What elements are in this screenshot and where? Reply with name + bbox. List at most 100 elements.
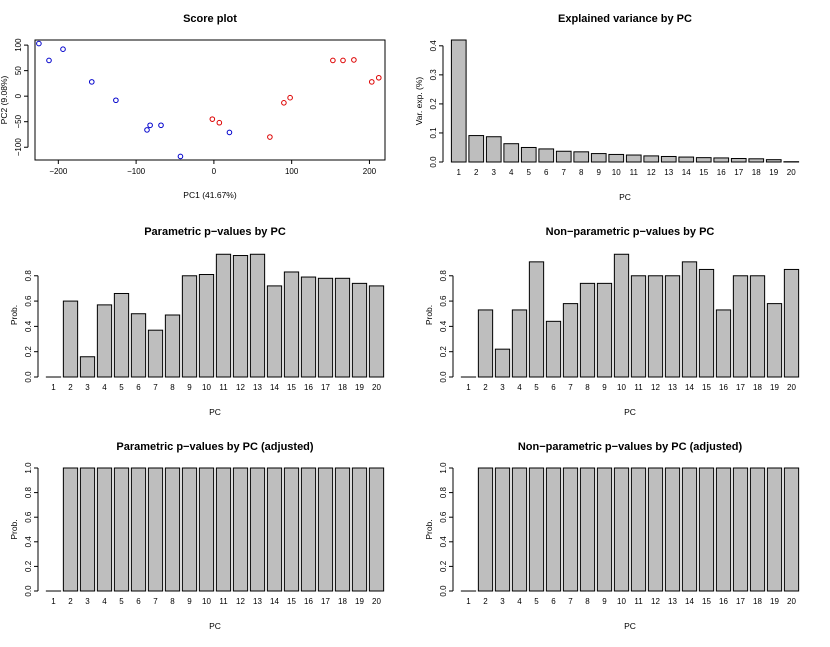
x-tick-label: 1 <box>51 597 56 606</box>
bar <box>199 468 213 591</box>
chart-title: Explained variance by PC <box>558 13 692 25</box>
bar <box>216 468 230 591</box>
y-tick-label: 0 <box>14 93 23 98</box>
bar <box>284 272 298 377</box>
x-tick-label: −200 <box>49 167 68 176</box>
bar <box>714 158 729 162</box>
chart-title: Non−parametric p−values by PC (adjusted) <box>518 441 743 453</box>
bar <box>114 293 128 377</box>
panel-variance: Explained variance by PC0.00.10.20.30.4V… <box>414 13 799 202</box>
y-tick-label: 1.0 <box>24 462 33 474</box>
x-tick-label: 18 <box>338 383 347 392</box>
x-tick-label: 14 <box>685 597 694 606</box>
x-tick-label: 15 <box>699 168 708 177</box>
x-tick-label: 4 <box>102 383 107 392</box>
x-tick-label: 5 <box>534 597 539 606</box>
x-tick-label: 11 <box>219 383 228 392</box>
x-tick-label: −100 <box>127 167 146 176</box>
bar <box>699 269 713 377</box>
x-tick-label: 15 <box>287 383 296 392</box>
bar <box>546 321 560 377</box>
x-tick-label: 18 <box>753 597 762 606</box>
x-tick-label: 8 <box>579 168 584 177</box>
bar <box>767 468 781 591</box>
y-tick-label: 0.8 <box>24 270 33 282</box>
scatter-point-2 <box>288 95 293 100</box>
bar <box>733 468 747 591</box>
x-tick-label: 7 <box>153 597 158 606</box>
x-tick-label: 11 <box>634 597 643 606</box>
x-tick-label: 8 <box>170 597 175 606</box>
bar <box>750 276 764 377</box>
y-tick-label: 0.4 <box>439 536 448 548</box>
x-tick-label: 9 <box>187 597 192 606</box>
bar <box>609 154 624 162</box>
y-tick-label: 0.2 <box>439 346 448 358</box>
x-tick-label: 2 <box>483 383 488 392</box>
x-tick-label: 10 <box>202 383 211 392</box>
bar <box>369 286 383 377</box>
x-tick-label: 5 <box>119 383 124 392</box>
x-tick-label: 5 <box>527 168 532 177</box>
y-axis-label: Prob. <box>9 305 19 325</box>
panel-nonparam: Non−parametric p−values by PC0.00.20.40.… <box>424 226 799 417</box>
bar <box>539 149 554 162</box>
y-tick-label: 0.2 <box>24 560 33 572</box>
bar <box>733 276 747 377</box>
bar <box>597 468 611 591</box>
y-tick-label: 0.0 <box>439 585 448 597</box>
bar <box>495 468 509 591</box>
y-tick-label: 0.6 <box>439 295 448 307</box>
scatter-point-1 <box>148 123 153 128</box>
bar <box>631 276 645 377</box>
x-tick-label: 20 <box>372 597 381 606</box>
bar <box>574 152 589 162</box>
bar <box>352 283 366 377</box>
y-axis-label: Prob. <box>424 305 434 325</box>
x-tick-label: 15 <box>702 597 711 606</box>
x-tick-label: 12 <box>236 597 245 606</box>
y-axis-label: Prob. <box>9 519 19 539</box>
y-tick-label: 0.8 <box>24 486 33 498</box>
bar <box>665 468 679 591</box>
x-tick-label: 14 <box>270 383 279 392</box>
bar <box>233 468 247 591</box>
bar <box>216 254 230 377</box>
scatter-point-1 <box>61 47 66 52</box>
scatter-point-2 <box>268 135 273 140</box>
x-tick-label: 2 <box>483 597 488 606</box>
x-tick-label: 7 <box>153 383 158 392</box>
x-tick-label: 12 <box>651 383 660 392</box>
x-tick-label: 6 <box>136 597 141 606</box>
bar <box>529 262 543 377</box>
bar <box>80 468 94 591</box>
bar <box>580 468 594 591</box>
panel-nonparam_adj: Non−parametric p−values by PC (adjusted)… <box>424 441 799 631</box>
bar <box>766 160 781 162</box>
x-tick-label: 15 <box>702 383 711 392</box>
panel-param_adj: Parametric p−values by PC (adjusted)0.00… <box>9 441 384 631</box>
x-tick-label: 14 <box>685 383 694 392</box>
x-tick-label: 19 <box>355 383 364 392</box>
x-axis-label: PC <box>624 407 636 417</box>
bar <box>750 468 764 591</box>
bar <box>784 269 798 377</box>
x-tick-label: 20 <box>787 168 796 177</box>
x-tick-label: 16 <box>719 383 728 392</box>
x-tick-label: 3 <box>500 597 505 606</box>
x-tick-label: 2 <box>474 168 479 177</box>
x-tick-label: 3 <box>85 383 90 392</box>
y-axis-label: Var. exp. (%) <box>414 77 424 126</box>
bar <box>469 136 484 162</box>
x-tick-label: 9 <box>602 383 607 392</box>
x-tick-label: 6 <box>136 383 141 392</box>
bar <box>563 304 577 377</box>
bar <box>529 468 543 591</box>
y-tick-label: 0.4 <box>24 536 33 548</box>
scatter-point-1 <box>178 154 183 159</box>
x-tick-label: 1 <box>51 383 56 392</box>
x-tick-label: 11 <box>634 383 643 392</box>
scatter-point-1 <box>145 128 150 133</box>
y-tick-label: 50 <box>14 66 23 75</box>
y-tick-label: 0.2 <box>439 560 448 572</box>
